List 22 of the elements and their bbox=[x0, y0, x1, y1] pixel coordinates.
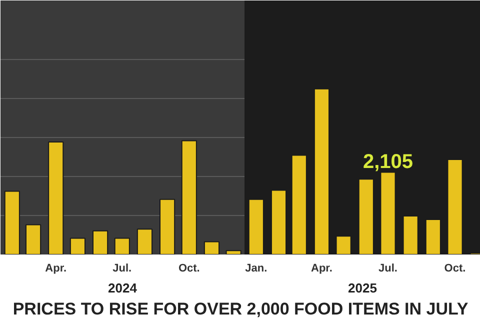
x-tick-label: Jul. bbox=[112, 262, 132, 274]
text: 2024 bbox=[108, 280, 138, 296]
bar bbox=[226, 250, 242, 254]
x-tick-label: Oct. bbox=[178, 262, 200, 274]
bar bbox=[25, 224, 42, 254]
x-tick-label: Apr. bbox=[45, 262, 67, 274]
bar bbox=[160, 198, 176, 254]
bar bbox=[4, 190, 20, 254]
bar bbox=[48, 141, 64, 254]
x-tick-label: Jan. bbox=[245, 262, 268, 274]
x-tick-label: Apr. bbox=[311, 262, 332, 274]
bar bbox=[70, 238, 86, 254]
text: 2025 bbox=[348, 280, 377, 296]
data-label: 2,105 bbox=[362, 151, 414, 174]
x-tick-label: Oct. bbox=[444, 262, 466, 274]
text: PRICES TO RISE FOR OVER 2,000 FOOD ITEMS IN JULY bbox=[12, 300, 469, 318]
bar bbox=[114, 238, 130, 254]
bar bbox=[92, 230, 108, 254]
x-tick-label: Jul. bbox=[378, 262, 398, 274]
bar bbox=[181, 140, 197, 254]
bar bbox=[204, 241, 220, 254]
bar bbox=[136, 228, 152, 254]
